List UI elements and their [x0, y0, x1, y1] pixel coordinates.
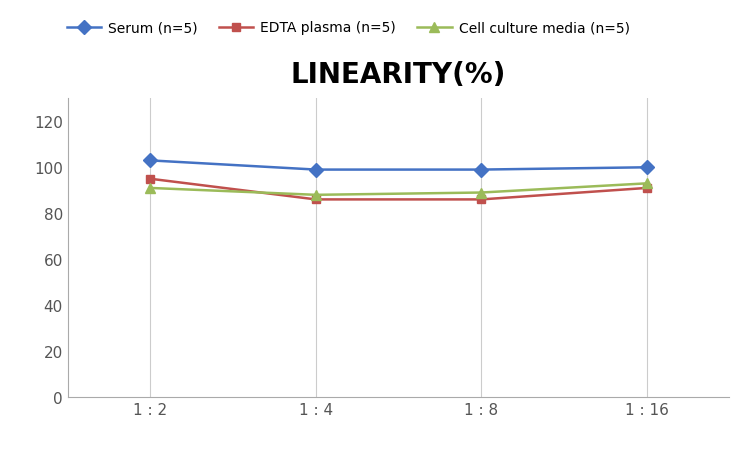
Serum (n=5)	[477, 167, 486, 173]
Cell culture media (n=5)	[311, 193, 320, 198]
EDTA plasma (n=5)	[477, 197, 486, 202]
EDTA plasma (n=5)	[146, 177, 155, 182]
Cell culture media (n=5)	[642, 181, 651, 187]
Line: Cell culture media (n=5): Cell culture media (n=5)	[146, 179, 651, 200]
Line: Serum (n=5): Serum (n=5)	[146, 156, 651, 175]
EDTA plasma (n=5)	[642, 186, 651, 191]
Title: LINEARITY(%): LINEARITY(%)	[291, 60, 506, 88]
Serum (n=5)	[642, 165, 651, 170]
Legend: Serum (n=5), EDTA plasma (n=5), Cell culture media (n=5): Serum (n=5), EDTA plasma (n=5), Cell cul…	[61, 16, 635, 41]
Serum (n=5)	[311, 167, 320, 173]
Cell culture media (n=5)	[477, 190, 486, 196]
Serum (n=5)	[146, 158, 155, 164]
Line: EDTA plasma (n=5): EDTA plasma (n=5)	[146, 175, 651, 204]
Cell culture media (n=5)	[146, 186, 155, 191]
EDTA plasma (n=5)	[311, 197, 320, 202]
